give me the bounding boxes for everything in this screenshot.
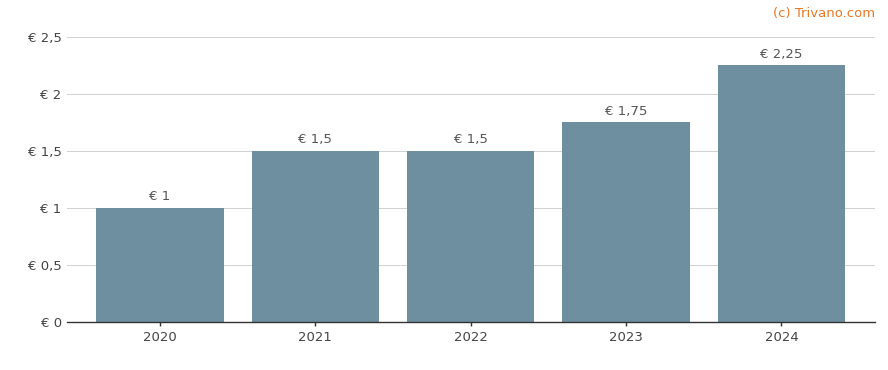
Text: € 1,75: € 1,75: [605, 105, 647, 118]
Text: € 2,25: € 2,25: [760, 48, 803, 61]
Text: € 1,5: € 1,5: [298, 134, 332, 147]
Bar: [251, 151, 379, 322]
Bar: [718, 65, 845, 322]
Text: € 1: € 1: [149, 191, 170, 204]
Bar: [562, 122, 690, 322]
Bar: [407, 151, 535, 322]
Text: € 1,5: € 1,5: [454, 134, 488, 147]
Text: (c) Trivano.com: (c) Trivano.com: [773, 7, 875, 20]
Bar: [96, 208, 224, 322]
